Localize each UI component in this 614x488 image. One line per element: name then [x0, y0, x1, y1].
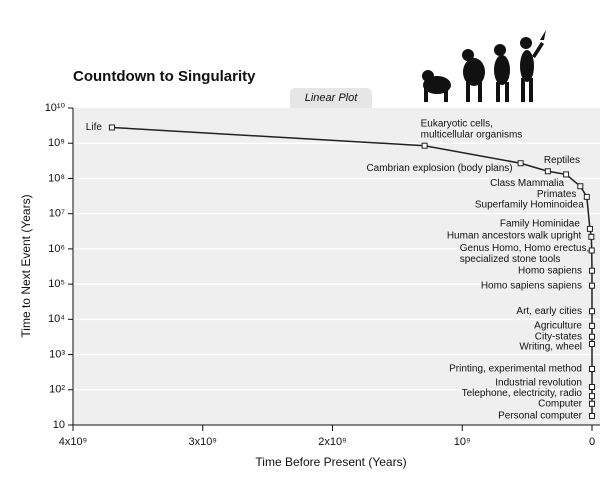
y-tick-label: 10⁶ [48, 243, 65, 255]
subtitle: Linear Plot [305, 92, 359, 104]
event-label: Industrial revolution [495, 378, 582, 389]
x-tick-label: 2x10⁹ [318, 436, 347, 448]
event-label: Genus Homo, Homo erectus, [460, 243, 589, 254]
marker [589, 400, 595, 407]
event-label: Writing, wheel [519, 342, 582, 353]
plot-background [73, 108, 600, 425]
event-label: Life [86, 122, 103, 133]
event-label: Printing, experimental method [449, 364, 582, 375]
event-label: Telephone, electricity, radio [462, 388, 583, 399]
x-tick-label: 4x10⁹ [59, 436, 88, 448]
x-tick-label: 10⁹ [454, 436, 471, 448]
marker [588, 233, 595, 240]
marker [588, 333, 595, 340]
marker [588, 322, 595, 329]
marker [586, 225, 593, 232]
tab [290, 88, 372, 108]
event-label: Human ancestors walk upright [447, 230, 582, 241]
marker [589, 383, 595, 390]
marker [589, 413, 595, 420]
x-tick-label: 0 [589, 436, 595, 448]
y-tick-label: 10⁸ [48, 172, 65, 184]
y-tick-label: 10¹⁰ [45, 102, 66, 114]
marker [588, 247, 595, 254]
x-axis-label: Time Before Present (Years) [255, 455, 406, 469]
marker [589, 393, 595, 400]
event-label: City-states [535, 331, 582, 342]
event-label: Superfamily Hominoidea [475, 200, 584, 211]
x-tick-label: 3x10⁹ [188, 436, 217, 448]
event-label: Art, early cities [516, 306, 582, 317]
chart-title: Countdown to Singularity [73, 68, 256, 85]
marker [583, 193, 590, 200]
event-label: Personal computer [498, 411, 583, 422]
y-tick-label: 10⁷ [49, 208, 65, 220]
y-tick-label: 10² [49, 384, 65, 396]
marker [588, 267, 595, 274]
event-label: specialized stone tools [460, 254, 561, 265]
y-tick-label: 10⁵ [48, 278, 65, 290]
event-label: Primates [537, 189, 576, 200]
event-label: Family Hominidae [500, 219, 580, 230]
event-label: Class Mammalia [490, 178, 564, 189]
event-label: Eukaryotic cells, [421, 118, 493, 129]
marker [108, 124, 115, 131]
event-label: Homo sapiens sapiens [481, 280, 582, 291]
marker [588, 365, 595, 372]
evolution-figures [422, 30, 546, 102]
y-tick-label: 10³ [49, 348, 65, 360]
event-label: Cambrian explosion (body plans) [366, 163, 512, 174]
marker [588, 308, 595, 315]
event-label: Agriculture [534, 321, 582, 332]
marker [588, 340, 595, 347]
marker [563, 171, 570, 178]
y-tick-label: 10⁹ [48, 137, 65, 149]
marker [577, 183, 584, 190]
y-tick-label: 10 [53, 419, 65, 431]
event-label: Homo sapiens [518, 265, 582, 276]
event-label: Computer [538, 398, 583, 409]
event-label: multicellular organisms [421, 129, 523, 140]
marker [544, 168, 551, 175]
y-axis-label: Time to Next Event (Years) [19, 194, 33, 337]
y-tick-label: 10⁴ [48, 313, 65, 325]
marker [517, 160, 524, 167]
marker [421, 142, 428, 149]
event-label: Reptiles [544, 155, 580, 166]
marker [588, 282, 595, 289]
